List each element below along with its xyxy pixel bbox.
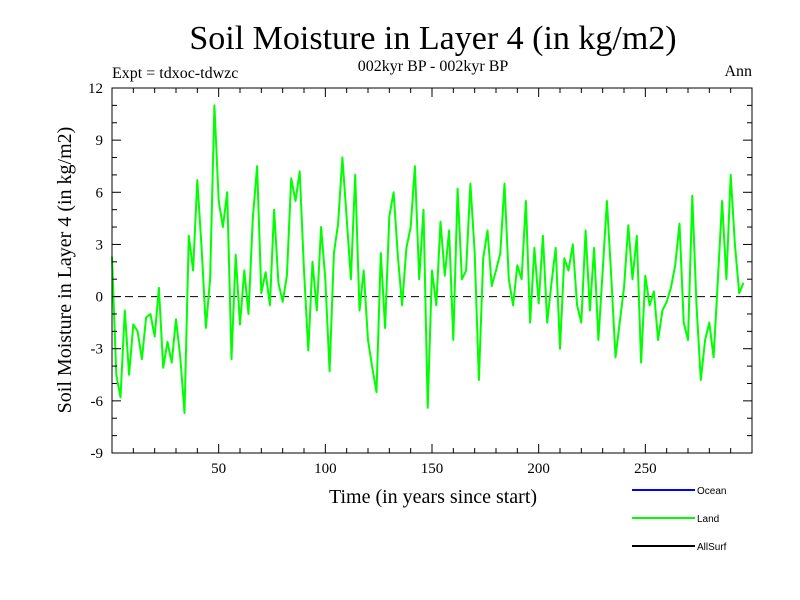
period-label: 002kyr BP - 002kyr BP (358, 58, 509, 75)
legend-item-ocean: Ocean (632, 486, 726, 497)
chart-title: Soil Moisture in Layer 4 (in kg/m2) (189, 20, 676, 57)
y-axis-label: Soil Moisture in Layer 4 (in kg/m2) (54, 127, 76, 414)
x-tick-label: 200 (527, 461, 550, 477)
y-tick-label: 6 (96, 185, 104, 201)
legend-label: Ocean (697, 486, 726, 497)
y-axis: -9 -6 -3 0 3 6 9 12 (88, 81, 752, 462)
y-tick-label: 3 (96, 237, 104, 253)
season-label: Ann (724, 63, 752, 80)
x-tick-label: 100 (314, 461, 337, 477)
y-tick-label: 12 (88, 81, 103, 97)
y-tick-label: -3 (91, 342, 104, 358)
y-tick-label: -6 (91, 394, 104, 410)
x-axis: 50 100 150 200 250 (132, 88, 732, 477)
legend-item-land: Land (632, 514, 719, 525)
y-tick-label: -9 (91, 446, 104, 462)
legend: Ocean Land AllSurf (632, 486, 727, 553)
x-tick-label: 50 (211, 461, 226, 477)
y-tick-label: 9 (96, 133, 104, 149)
x-axis-label: Time (in years since start) (329, 486, 537, 508)
legend-label: AllSurf (697, 542, 727, 553)
legend-item-allsurf: AllSurf (632, 542, 727, 553)
legend-label: Land (697, 514, 719, 525)
x-tick-label: 250 (634, 461, 657, 477)
y-tick-label: 0 (96, 290, 104, 306)
plot-area (111, 87, 753, 454)
x-tick-label: 150 (421, 461, 444, 477)
experiment-label: Expt = tdxoc-tdwzc (112, 65, 238, 82)
series-land-line (111, 104, 745, 414)
